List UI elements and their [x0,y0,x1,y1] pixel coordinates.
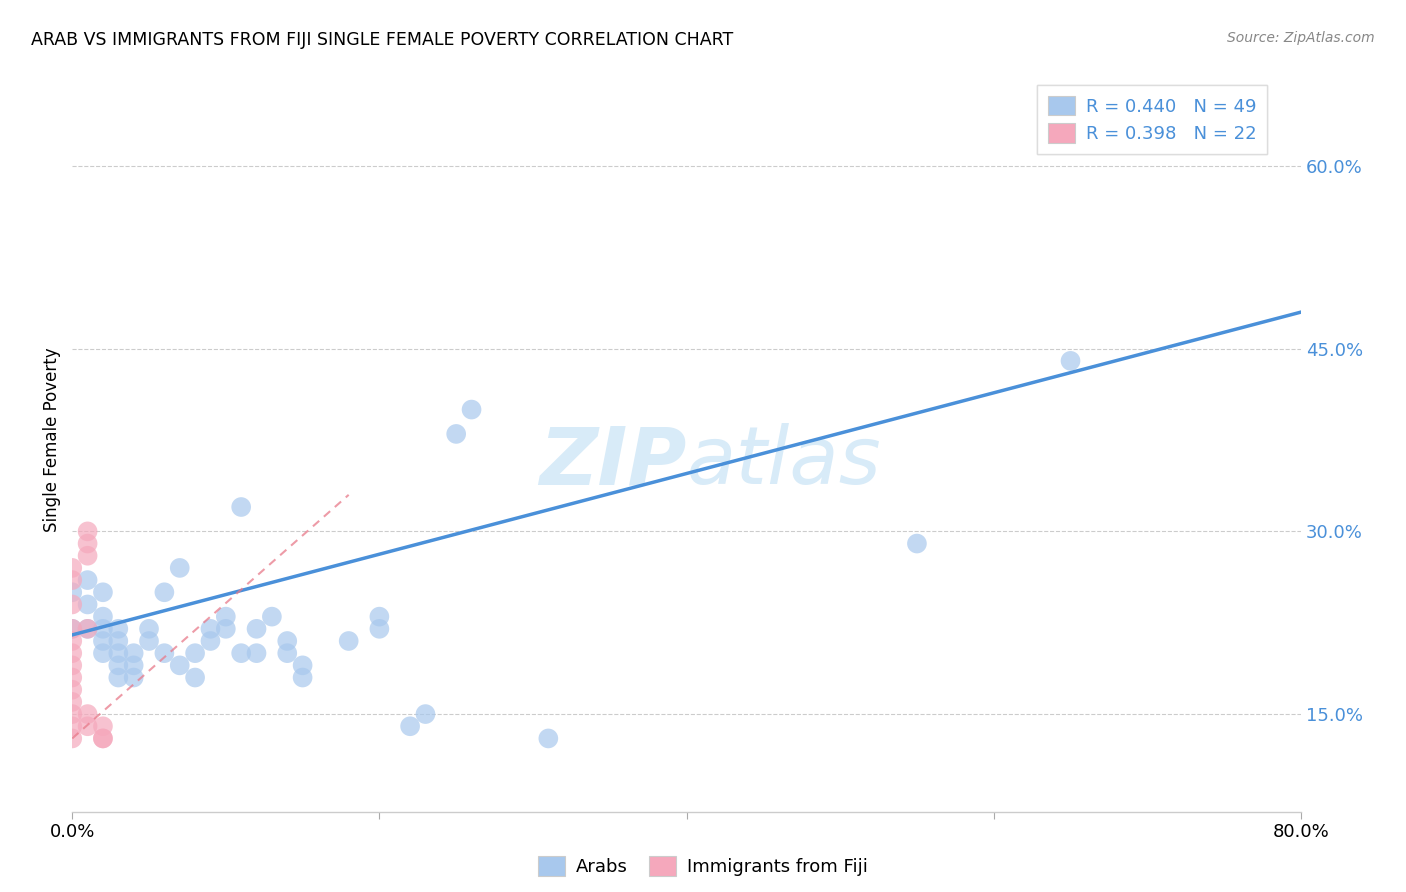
Point [91,731,114,746]
Point [107,646,129,660]
Point [91,622,114,636]
Point [905,536,928,550]
Point [60,719,83,733]
Point [245,646,267,660]
Point [200,634,222,648]
Point [415,707,437,722]
Point [537,731,560,746]
Point [138,634,160,648]
Point [91,585,114,599]
Point [169,658,191,673]
Point [200,622,222,636]
Text: ARAB VS IMMIGRANTS FROM FIJI SINGLE FEMALE POVERTY CORRELATION CHART: ARAB VS IMMIGRANTS FROM FIJI SINGLE FEMA… [31,31,733,49]
Point [76,622,98,636]
Point [91,634,114,648]
Text: ZIP: ZIP [538,424,686,501]
Point [444,426,467,441]
Legend: R = 0.440   N = 49, R = 0.398   N = 22: R = 0.440 N = 49, R = 0.398 N = 22 [1038,85,1267,153]
Point [60,707,83,722]
Point [276,634,298,648]
Point [107,634,129,648]
Point [76,707,98,722]
Point [76,524,98,539]
Point [122,658,145,673]
Point [60,682,83,697]
Point [153,585,176,599]
Point [215,622,238,636]
Point [245,622,267,636]
Point [60,573,83,587]
Legend: Arabs, Immigrants from Fiji: Arabs, Immigrants from Fiji [530,848,876,883]
Point [107,622,129,636]
Point [91,646,114,660]
Text: Source: ZipAtlas.com: Source: ZipAtlas.com [1227,31,1375,45]
Point [260,609,283,624]
Y-axis label: Single Female Poverty: Single Female Poverty [44,348,60,533]
Point [60,634,83,648]
Point [169,561,191,575]
Point [107,658,129,673]
Point [184,671,207,685]
Point [76,549,98,563]
Point [60,695,83,709]
Point [231,500,253,514]
Point [91,609,114,624]
Point [76,622,98,636]
Point [153,646,176,660]
Point [460,402,482,417]
Point [138,622,160,636]
Point [184,646,207,660]
Point [60,585,83,599]
Point [276,646,298,660]
Point [76,536,98,550]
Point [60,598,83,612]
Point [60,646,83,660]
Point [60,561,83,575]
Point [60,671,83,685]
Point [1059,354,1081,368]
Point [60,622,83,636]
Point [60,622,83,636]
Point [91,731,114,746]
Point [60,658,83,673]
Point [60,731,83,746]
Point [76,719,98,733]
Point [337,634,360,648]
Point [91,719,114,733]
Point [122,646,145,660]
Point [291,671,314,685]
Text: atlas: atlas [686,424,882,501]
Point [399,719,422,733]
Point [291,658,314,673]
Point [76,573,98,587]
Point [368,609,391,624]
Point [107,671,129,685]
Point [368,622,391,636]
Point [231,646,253,660]
Point [215,609,238,624]
Point [76,598,98,612]
Point [122,671,145,685]
